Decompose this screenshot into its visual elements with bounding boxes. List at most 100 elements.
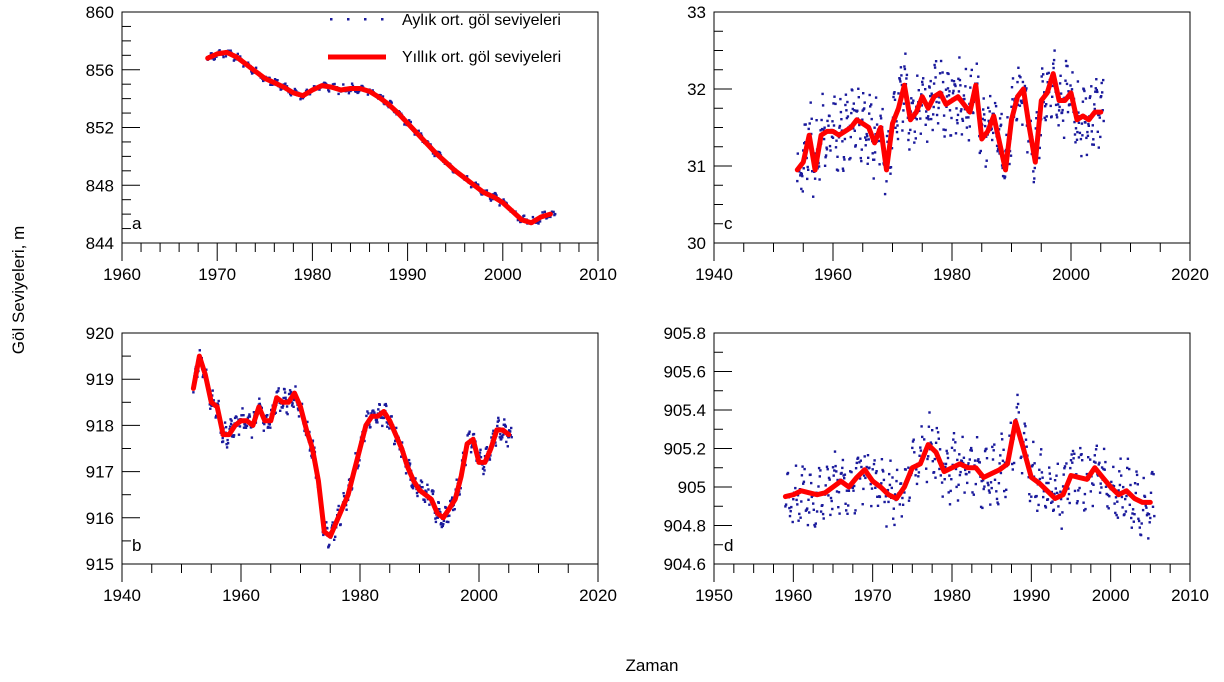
panel-d-monthly-point [913,451,916,454]
panel-c-monthly-point [800,187,803,191]
panel-d-monthly-point [949,489,952,493]
panel-d-monthly-point [1028,499,1032,503]
panel-c-monthly-point [1046,81,1049,84]
panel-c-monthly-point [1027,140,1030,143]
panel-c-monthly-point [877,139,881,143]
panel-c-monthly-point [990,127,993,131]
panel-d-monthly-point [932,471,936,474]
panel-d-monthly-point [1093,454,1096,457]
panel-d-monthly-point [921,435,924,439]
panel-c-monthly-point [890,147,894,150]
panel-b-monthly-point [426,483,429,486]
panel-d-monthly-point [1028,493,1031,496]
panel-d-monthly-point [851,486,854,489]
panel-c-monthly-point [879,114,882,117]
panel-d-monthly-point [937,437,940,440]
panel-d-monthly-point [1092,460,1096,463]
panel-c-monthly-point [932,105,935,109]
panel-d: 904.6 904.8 905 905.2 905.4 905.6 905.8 1950 196… [663,324,1208,605]
panel-d-monthly-point [876,504,880,507]
panel-d-monthly-point [1061,511,1064,514]
panel-a-x-tick-label: 1960 [103,265,141,284]
panel-d-monthly-point [979,505,983,509]
panel-c-monthly-point [935,113,939,117]
panel-c-monthly-point [875,123,879,126]
panel-d-monthly-point [822,517,825,520]
panel-a-monthly-point [210,52,213,55]
panel-c-monthly-point [984,165,987,168]
panel-c-monthly-point [857,87,860,90]
panel-d-monthly-point [1002,448,1005,451]
panel-d-monthly-point [923,438,926,441]
panel-c-monthly-point [856,109,859,112]
panel-b-monthly-point [262,429,265,432]
panel-a-frame [121,11,599,244]
panel-d-monthly-point [1073,489,1077,493]
panel-c-monthly-point [1005,133,1008,137]
panel-c-monthly-point [914,116,917,119]
panel-d-monthly-point [819,510,823,513]
panel-b-y-tick-label: 919 [86,370,114,389]
panel-d-x-tick-label: 1990 [1012,586,1050,605]
panel-a-letter: a [132,214,142,233]
panel-b-x-tick-label: 1940 [103,586,141,605]
panel-d-monthly-point [1104,460,1107,464]
panel-a-monthly-point [485,189,489,192]
panel-c-monthly-point [1084,121,1087,124]
panel-c-monthly-point [1064,79,1067,82]
panel-d-monthly-point [997,503,1000,506]
panel-d-monthly-point [1130,526,1133,529]
panel-d-monthly-point [833,469,836,472]
panel-d-monthly-point [925,467,928,470]
panel-c-monthly-point [901,120,905,123]
panel-c-monthly-point [832,102,835,105]
panel-a-monthly-point [280,87,283,91]
panel-d-monthly-point [1126,457,1130,460]
panel-a-monthly-point [351,84,355,88]
panel-c-monthly-point [902,109,905,112]
panel-c-monthly-point [987,119,990,123]
panel-d-monthly-point [825,465,829,468]
panel-d-monthly-point [862,487,865,491]
panel-b-monthly-point [224,426,228,429]
panel-a-monthly-point [250,70,253,73]
panel-b-monthly-point [265,415,268,419]
panel-b-monthly-point [363,439,366,443]
panel-a-monthly-point [537,222,540,225]
panel-d-monthly-point [1098,491,1102,494]
panel-c-monthly-point [913,130,916,133]
panel-d-monthly-point [817,466,821,470]
panel-d-monthly-point [1071,449,1075,453]
panel-c-monthly-point [933,63,936,67]
panel-c-monthly-point [969,86,972,89]
panel-d-monthly-point [841,466,844,470]
panel-d-y-tick-label: 905.4 [663,401,706,420]
panel-d-monthly-point [991,458,995,461]
panel-c: 30 31 32 33 1940 1960 1980 2000 2020 c [687,3,1209,284]
panel-d-monthly-point [1008,434,1011,437]
panel-c-monthly-point [889,172,892,175]
panel-c-monthly-point [820,127,824,131]
panel-c-monthly-point [1035,111,1038,114]
panel-c-monthly-point [1052,58,1056,62]
panel-a-monthly-point [531,215,535,219]
panel-c-monthly-point [834,102,837,106]
panel-c-monthly-point [1051,84,1054,88]
panel-c-monthly-point [958,78,962,82]
panel-d-monthly-point [1087,456,1090,459]
panel-b-monthly-point [483,469,486,472]
panel-d-monthly-point [844,502,847,505]
panel-b-monthly-point [500,437,503,441]
panel-d-monthly-point [870,504,873,508]
panel-c-monthly-point [979,149,982,153]
panel-c-monthly-point [1061,119,1065,122]
panel-d-monthly-point [875,470,878,473]
panel-a-monthly-point [494,192,497,195]
panel-d-monthly-point [914,474,917,477]
panel-c-monthly-point [951,92,955,95]
panel-a-monthly-point [218,49,221,52]
panel-c-monthly-point [1044,118,1047,122]
panel-d-monthly-point [1052,508,1055,511]
panel-a-monthly-point [276,79,279,82]
panel-d-monthly-point [1069,459,1073,462]
